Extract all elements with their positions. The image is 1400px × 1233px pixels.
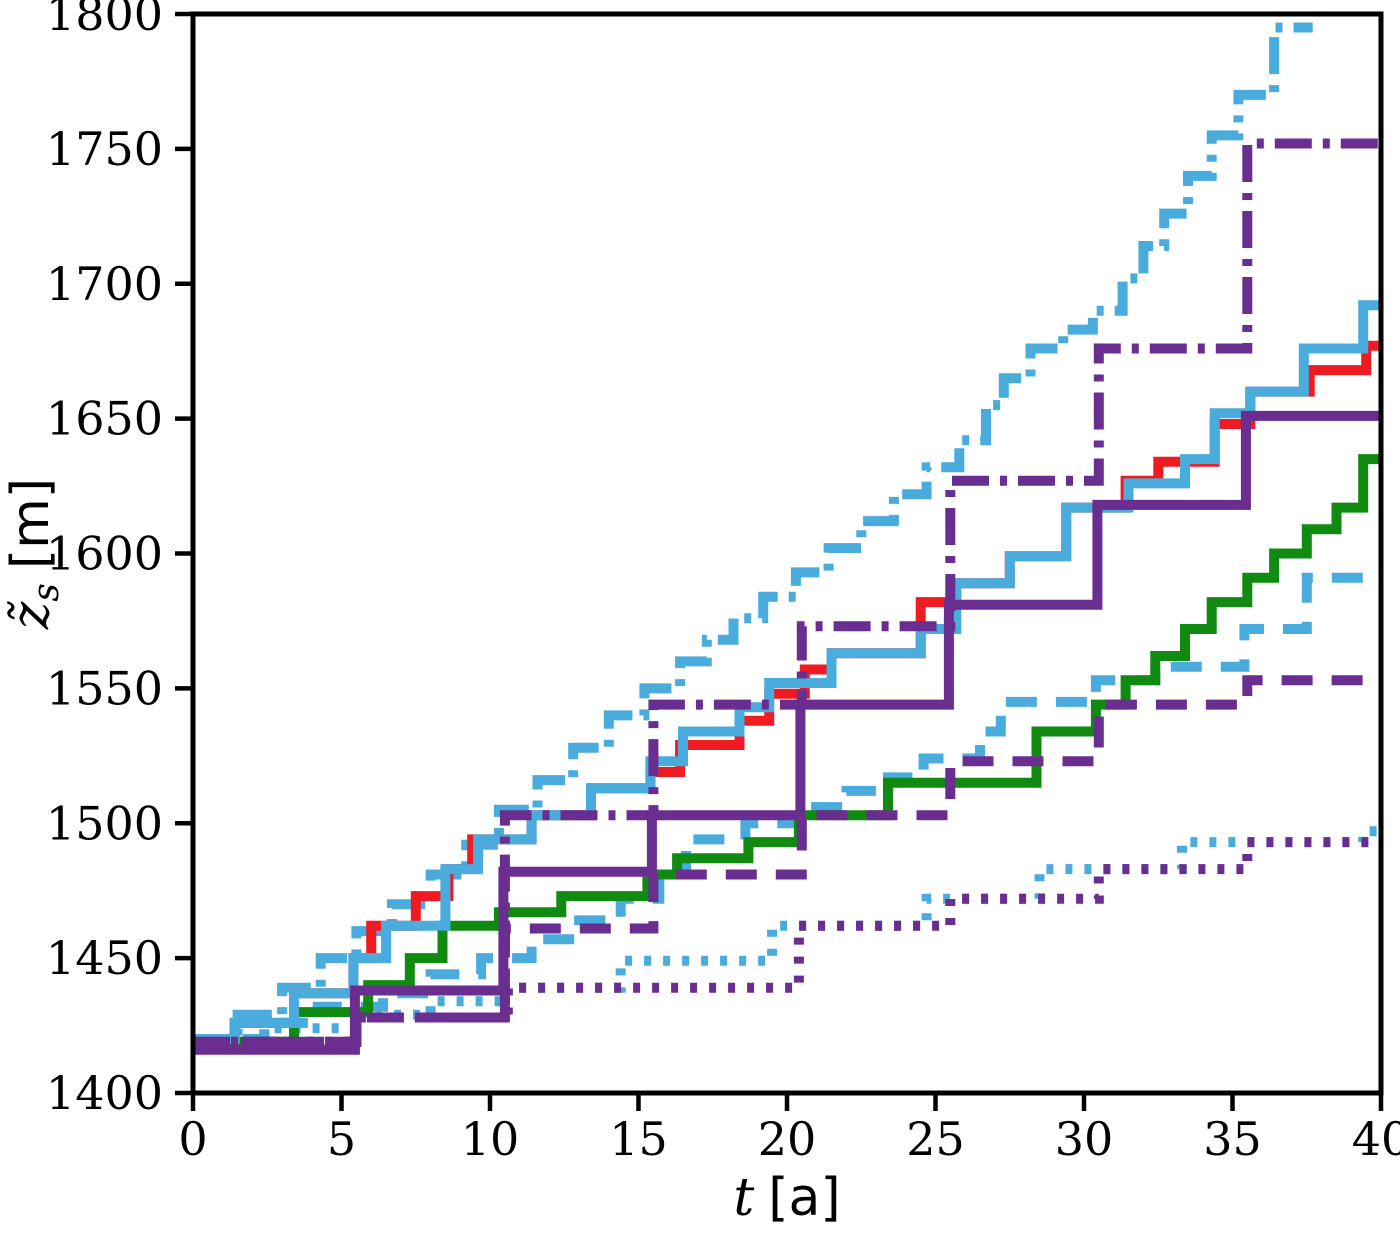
y-tick-label-4: 1600: [46, 527, 163, 581]
x-tick-label-6: 30: [1055, 1112, 1114, 1166]
y-tick-label-1: 1450: [46, 931, 163, 985]
y-tick-label-3: 1550: [46, 661, 163, 715]
series-red-solid: [193, 340, 1381, 1044]
series-skyblue-dashdot: [193, 22, 1313, 1044]
x-tick-label-1: 5: [327, 1112, 356, 1166]
x-tick-label-2: 10: [461, 1112, 520, 1166]
ticks-group: 0 5 10 15 20 25 30 35 40 1400 1450 1500 1550 1600 1650…: [46, 0, 1400, 1166]
x-tick-label-0: 0: [178, 1112, 207, 1166]
y-tick-label-2: 1500: [46, 796, 163, 850]
x-tick-label-3: 15: [609, 1112, 668, 1166]
series-skyblue-solid: [193, 300, 1381, 1044]
x-tick-label-5: 25: [906, 1112, 965, 1166]
y-tick-label-6: 1700: [46, 257, 163, 311]
series-purple-dashed: [193, 675, 1381, 1047]
x-axis-label: t [a]: [733, 1168, 840, 1228]
series-skyblue-dashed: [193, 572, 1381, 1044]
x-tick-label-8: 40: [1352, 1112, 1400, 1166]
series-purple-dashdot: [193, 138, 1381, 1047]
y-axis-label: z̃s[m]: [1, 478, 67, 630]
y-tick-label-8: 1800: [46, 0, 163, 41]
series-green-solid: [193, 454, 1381, 1047]
x-tick-label-7: 35: [1203, 1112, 1262, 1166]
y-tick-label-7: 1750: [46, 122, 163, 176]
y-tick-label-0: 1400: [46, 1066, 163, 1120]
series-purple-solid: [193, 410, 1381, 1055]
x-tick-label-4: 20: [758, 1112, 817, 1166]
y-tick-label-5: 1650: [46, 392, 163, 446]
series-group: [193, 22, 1381, 1055]
